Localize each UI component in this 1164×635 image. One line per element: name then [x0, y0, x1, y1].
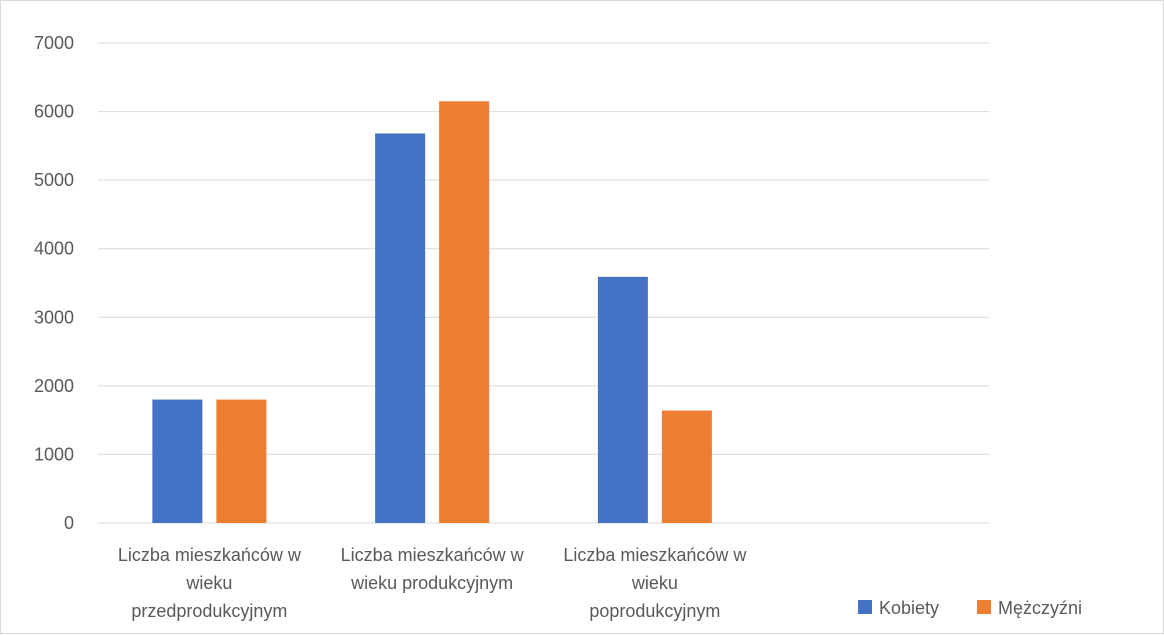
y-tick-label: 0 [64, 513, 74, 533]
bar-mezczyzni-3[interactable] [661, 410, 712, 523]
y-tick-label: 1000 [34, 444, 74, 464]
y-tick-label: 3000 [34, 307, 74, 327]
bar-mezczyzni-2[interactable] [439, 101, 490, 524]
y-tick-label: 5000 [34, 170, 74, 190]
bars [152, 101, 712, 524]
y-tick-label: 7000 [34, 33, 74, 53]
y-tick-label: 4000 [34, 239, 74, 259]
x-axis-categories: Liczba mieszkańców w wieku przedprodukcyjn… [118, 545, 748, 621]
legend: Kobiety Mężczyźni [858, 598, 1082, 618]
x-category-label: Liczba mieszkańców w wieku przedprodukcyjn… [118, 545, 302, 621]
bar-kobiety-1[interactable] [152, 399, 203, 523]
legend-label-mezczyzni: Mężczyźni [998, 598, 1082, 618]
legend-swatch-kobiety [858, 600, 872, 614]
bar-mezczyzni-1[interactable] [216, 399, 267, 523]
y-tick-label: 2000 [34, 376, 74, 396]
y-axis-ticks: 0 1000 2000 3000 4000 5000 6000 7000 [34, 33, 74, 533]
legend-label-kobiety: Kobiety [879, 598, 939, 618]
x-category-label: Liczba mieszkańców w wieku produkcyjnym [341, 545, 525, 593]
x-category-label: Liczba mieszkańców w wieku poprodukcyjnym [563, 545, 747, 621]
legend-swatch-mezczyzni [977, 600, 991, 614]
bar-kobiety-3[interactable] [597, 276, 648, 523]
y-tick-label: 6000 [34, 102, 74, 122]
bar-kobiety-2[interactable] [375, 133, 426, 523]
